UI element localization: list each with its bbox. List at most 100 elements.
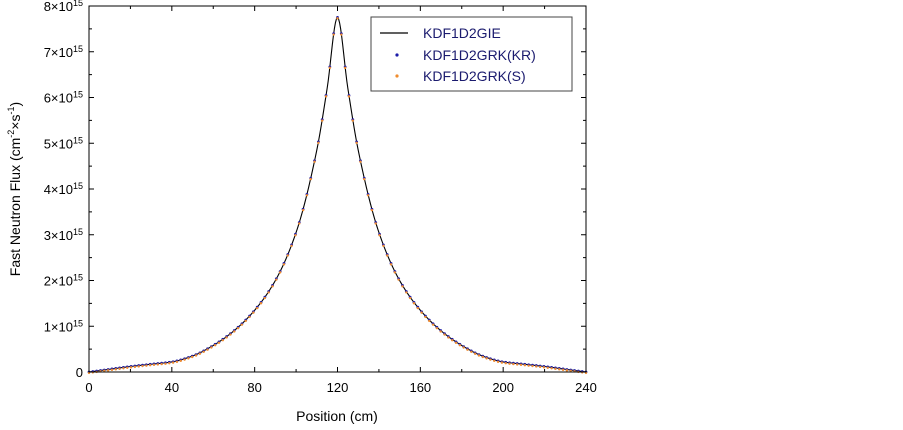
data-point-series-2: [267, 291, 270, 294]
data-point-series-2: [554, 367, 557, 371]
y-tick-label: 5×1015: [44, 135, 83, 151]
data-point-series-2: [225, 336, 228, 339]
data-point-series-2: [454, 341, 458, 344]
data-point-series-2: [412, 302, 416, 305]
data-point-series-2: [213, 344, 217, 347]
data-point-series-2: [466, 348, 469, 351]
data-point-series-2: [106, 369, 110, 372]
data-point-series-2: [519, 363, 523, 367]
plot-content: [87, 16, 588, 375]
data-point-series-2: [343, 66, 347, 70]
data-point-series-2: [374, 222, 377, 225]
data-point-series-2: [347, 95, 351, 98]
x-tick-label: 120: [327, 380, 349, 395]
data-point-series-2: [397, 278, 400, 281]
data-point-series-2: [382, 244, 385, 247]
data-point-series-2: [420, 311, 423, 314]
data-point-series-2: [366, 194, 370, 197]
data-point-series-2: [431, 323, 435, 326]
y-tick-label: 2×1015: [44, 273, 83, 289]
data-point-series-2: [137, 365, 140, 368]
data-point-series-2: [263, 296, 267, 300]
data-point-series-2: [408, 296, 412, 300]
data-point-series-2: [194, 354, 198, 357]
data-point-series-2: [473, 352, 477, 355]
data-point-series-2: [512, 362, 515, 366]
data-point-series-2: [133, 365, 137, 369]
data-point-series-2: [393, 271, 397, 274]
data-point-series-2: [355, 141, 358, 145]
data-point-series-2: [156, 363, 160, 366]
data-point-series-2: [305, 194, 309, 197]
y-tick-label: 7×1015: [44, 44, 83, 60]
data-point-series-2: [336, 17, 339, 20]
data-point-series-2: [378, 234, 381, 237]
data-point-series-2: [470, 350, 473, 353]
data-point-series-2: [443, 333, 446, 336]
data-point-series-2: [428, 319, 431, 323]
data-point-series-2: [324, 95, 328, 98]
data-point-series-2: [252, 311, 255, 314]
data-point-series-2: [481, 355, 484, 359]
legend-label-s: KDF1D2GRK(S): [423, 68, 526, 84]
data-point-series-2: [561, 368, 565, 372]
y-tick-label: 1×1015: [44, 318, 83, 334]
data-point-series-2: [328, 66, 332, 70]
data-point-series-2: [535, 365, 538, 368]
x-axis-title: Position (cm): [296, 408, 378, 424]
data-point-series-2: [236, 326, 240, 330]
data-point-series-2: [126, 366, 129, 369]
x-tick-label: 80: [247, 380, 261, 395]
data-point-series-2: [148, 364, 152, 367]
data-point-series-2: [527, 364, 530, 367]
data-point-series-2: [538, 365, 542, 369]
data-point-series-2: [183, 358, 186, 361]
data-point-series-2: [160, 362, 163, 366]
data-point-series-2: [110, 368, 114, 372]
y-axis-title-suffix: ): [7, 102, 23, 107]
data-point-series-2: [240, 323, 244, 326]
data-point-series-2: [363, 177, 366, 181]
data-point-series-2: [118, 367, 121, 371]
data-point-series-2: [294, 234, 297, 237]
y-tick-label: 6×1015: [44, 90, 83, 106]
data-point-series-2: [439, 330, 442, 333]
data-point-series-2: [103, 369, 106, 373]
data-point-series-2: [301, 208, 305, 212]
data-point-series-2: [435, 326, 439, 330]
x-tick-label: 0: [85, 380, 92, 395]
data-point-series-2: [542, 366, 546, 369]
data-point-series-2: [168, 362, 171, 365]
data-point-series-2: [489, 358, 492, 361]
data-point-series-2: [129, 366, 133, 369]
data-point-series-2: [313, 160, 316, 163]
data-point-series-2: [493, 359, 496, 363]
data-point-series-2: [233, 330, 236, 333]
y-axis-title-mid: ×s: [7, 115, 23, 130]
y-axis-title: Fast Neutron Flux (cm-2×s-1): [6, 102, 23, 276]
legend-box: [370, 16, 573, 92]
data-point-series-2: [424, 315, 427, 319]
data-point-series-2: [477, 354, 481, 357]
data-point-series-2: [309, 177, 312, 181]
data-point-series-2: [229, 333, 232, 336]
data-point-series-2: [187, 357, 190, 360]
y-tick-label: 8×1015: [44, 0, 83, 14]
data-point-series-2: [244, 319, 247, 323]
data-point-series-2: [248, 315, 251, 319]
data-point-series-2: [321, 119, 324, 122]
data-point-series-2: [122, 367, 125, 370]
data-point-series-2: [351, 119, 354, 122]
y-axis: 0 1×1015 2×1015 3×1015 4×1015 5×1015 6×1015 7×1…: [44, 0, 586, 380]
x-axis: 0 40 80 120 160 200 240: [85, 6, 597, 395]
data-point-series-2: [217, 341, 221, 344]
legend-label-gie: KDF1D2GIE: [423, 25, 501, 41]
data-point-series-2: [179, 359, 182, 363]
data-point-series-2: [370, 208, 374, 212]
y-axis-title-exp2: -1: [6, 106, 16, 114]
data-point-series-2: [141, 364, 144, 368]
data-point-series-2: [359, 160, 362, 163]
data-point-series-2: [450, 339, 454, 342]
data-point-series-2: [202, 350, 205, 353]
